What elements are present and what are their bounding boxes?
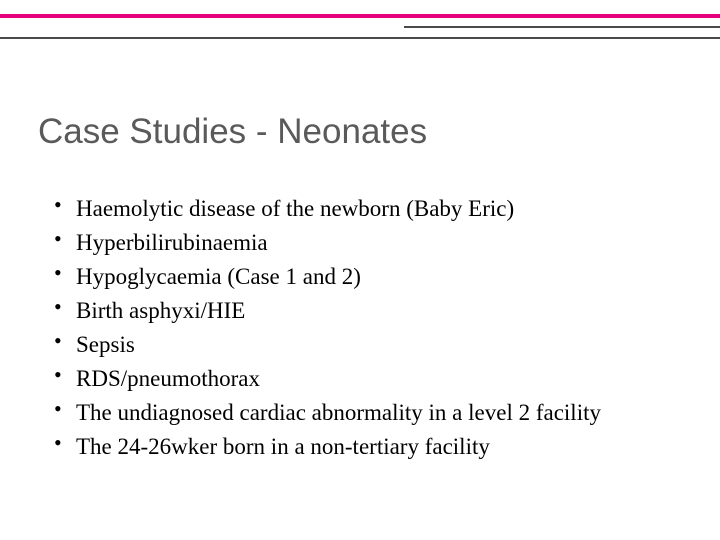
slide-header	[0, 0, 720, 40]
bullet-item: Hypoglycaemia (Case 1 and 2)	[48, 262, 668, 292]
bullet-item: RDS/pneumothorax	[48, 364, 668, 394]
bullet-item: Birth asphyxi/HIE	[48, 296, 668, 326]
bullet-item: Sepsis	[48, 330, 668, 360]
bullet-item: Haemolytic disease of the newborn (Baby …	[48, 194, 668, 224]
accent-bar-gray-bottom	[0, 37, 720, 39]
bullet-list: Haemolytic disease of the newborn (Baby …	[48, 194, 668, 462]
bullet-item: The 24-26wker born in a non-tertiary fac…	[48, 432, 668, 462]
slide-title: Case Studies - Neonates	[38, 112, 427, 152]
bullet-item: Hyperbilirubinaemia	[48, 228, 668, 258]
slide-content: Haemolytic disease of the newborn (Baby …	[48, 194, 668, 466]
accent-bar-magenta	[0, 14, 720, 18]
bullet-item: The undiagnosed cardiac abnormality in a…	[48, 398, 668, 428]
accent-bar-gray-top	[404, 26, 720, 28]
